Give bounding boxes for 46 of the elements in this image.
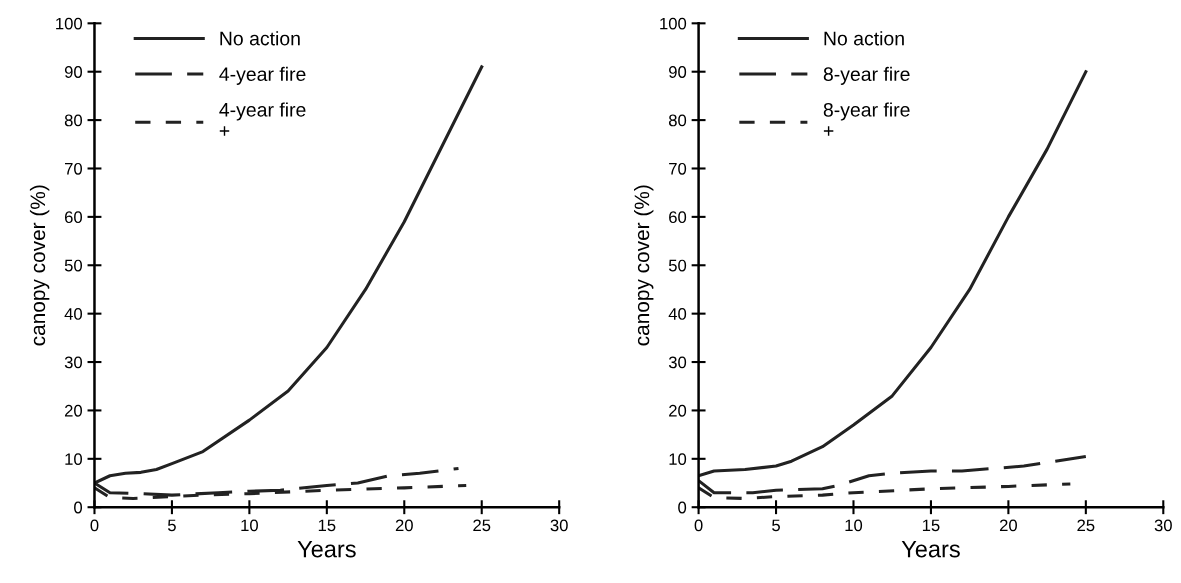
x-tick-label: 0 bbox=[90, 519, 99, 532]
x-tick-label: 5 bbox=[167, 519, 176, 532]
legend-label: 8-year fire + bbox=[823, 102, 910, 136]
x-tick-label: 25 bbox=[473, 519, 491, 532]
legend-label: No action bbox=[220, 31, 300, 46]
x-tick-label: 5 bbox=[772, 519, 780, 532]
y-tick-label: 50 bbox=[64, 259, 83, 272]
x-tick-label: 20 bbox=[395, 519, 413, 532]
y-tick-label: 40 bbox=[64, 308, 83, 320]
y-tick-label: 40 bbox=[668, 308, 687, 320]
y-tick-label: 60 bbox=[64, 211, 83, 224]
x-tick-label: 15 bbox=[922, 519, 940, 532]
y-axis-title: canopy cover (%) bbox=[29, 185, 50, 346]
y-tick-label: 50 bbox=[668, 259, 687, 272]
legend-label: No action bbox=[824, 31, 904, 46]
y-tick-label: 30 bbox=[64, 356, 83, 369]
x-tick-label: 0 bbox=[694, 519, 703, 532]
y-tick-label: 20 bbox=[669, 404, 687, 417]
x-tick-label: 15 bbox=[318, 519, 336, 532]
y-tick-label: 90 bbox=[669, 66, 687, 78]
y-tick-label: 90 bbox=[64, 66, 83, 78]
x-tick-label: 25 bbox=[1077, 519, 1095, 532]
x-axis-title: Years bbox=[297, 540, 356, 558]
y-tick-label: 70 bbox=[64, 162, 83, 175]
y-tick-label: 20 bbox=[64, 404, 83, 417]
x-tick-label: 30 bbox=[550, 519, 568, 532]
x-tick-label: 30 bbox=[1154, 519, 1172, 532]
y-tick-label: 80 bbox=[64, 114, 83, 127]
x-tick-label: 10 bbox=[241, 519, 258, 532]
legend-label: 4-year fire + bbox=[219, 102, 306, 136]
x-axis-title: Years bbox=[901, 540, 960, 558]
y-tick-label: 0 bbox=[74, 501, 83, 514]
y-tick-label: 100 bbox=[56, 17, 83, 30]
y-axis-title: canopy cover (%) bbox=[634, 185, 654, 346]
y-tick-label: 60 bbox=[669, 211, 687, 224]
legend-label: 8-year fire bbox=[823, 66, 910, 85]
y-tick-label: 80 bbox=[668, 114, 687, 127]
y-tick-label: 10 bbox=[65, 453, 83, 466]
y-tick-label: 0 bbox=[678, 501, 687, 514]
x-tick-label: 10 bbox=[845, 519, 863, 532]
y-tick-label: 30 bbox=[668, 356, 687, 369]
legend-label: 4-year fire bbox=[219, 66, 306, 85]
x-tick-label: 20 bbox=[999, 519, 1017, 532]
y-tick-label: 10 bbox=[669, 453, 687, 466]
y-tick-label: 70 bbox=[669, 162, 687, 175]
y-tick-label: 100 bbox=[660, 17, 687, 30]
